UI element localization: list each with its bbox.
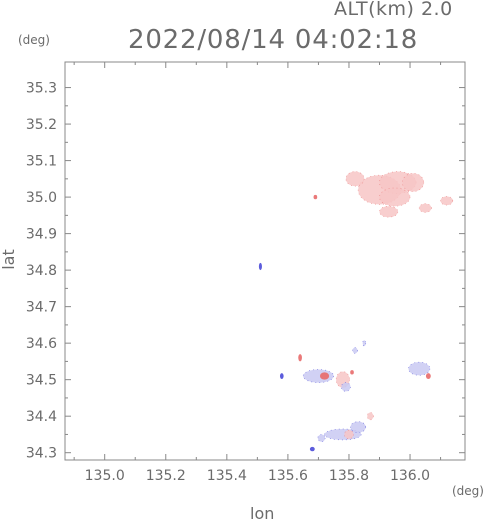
echo-cell-negative — [279, 373, 284, 379]
echo-cell-negative — [309, 446, 315, 452]
echo-edge-negative — [341, 382, 351, 392]
y-tick-label: 34.7 — [26, 300, 57, 316]
x-tick-label: 135.6 — [268, 468, 308, 484]
echo-edge-positive — [345, 171, 365, 187]
echo-cell-positive — [402, 173, 424, 192]
echo-cell-negative — [350, 421, 366, 433]
echo-cell-positive — [367, 412, 374, 420]
echo-edge-positive — [379, 205, 399, 218]
echo-cell-positive — [440, 196, 453, 206]
y-tick-label: 34.4 — [26, 409, 57, 425]
y-tick-label: 34.6 — [26, 336, 57, 352]
echo-cell-negative — [352, 347, 358, 354]
x-tick-label: 135.4 — [207, 468, 247, 484]
echo-edge-positive — [344, 429, 354, 440]
echo-edge-positive — [418, 203, 432, 213]
echo-cell-positive — [344, 430, 354, 439]
tick-layer: 135.0 135.2 135.4 135.6 135.8 136.0 34.3 34.4 34… — [26, 62, 465, 484]
echo-cell-positive — [350, 370, 354, 375]
y-tick-label: 34.8 — [26, 263, 57, 279]
echo-cell-positive — [319, 372, 330, 380]
y-tick-label: 35.2 — [26, 117, 57, 133]
echo-edge-negative — [408, 361, 431, 376]
echo-cell-positive — [379, 187, 411, 207]
timestamp-title: 2022/08/14 04:02:18 — [128, 25, 419, 55]
echo-edge-negative — [362, 339, 367, 347]
echo-edge-negative — [302, 369, 335, 383]
echo-cell-positive — [425, 373, 431, 379]
plot-frame — [64, 61, 466, 461]
echo-cell-negative — [258, 262, 262, 271]
echo-cell-negative — [317, 434, 326, 442]
echo-cell-positive — [419, 203, 432, 213]
echo-edge-positive — [335, 371, 350, 389]
x-tick-label: 135.0 — [85, 468, 125, 484]
y-tick-label: 34.9 — [26, 227, 57, 243]
y-tick-label: 35.3 — [26, 81, 57, 97]
echo-cell-positive — [298, 354, 302, 362]
y-tick-label: 34.3 — [26, 446, 57, 462]
lat-unit-label: (deg) — [18, 33, 50, 47]
lon-unit-label: (deg) — [452, 484, 484, 498]
echo-edge-positive — [379, 187, 411, 207]
echo-edge-positive — [440, 196, 454, 206]
echo-edge-negative — [350, 421, 367, 433]
altitude-label: ALT(km) 2.0 — [334, 0, 453, 20]
x-axis-label: lon — [250, 504, 275, 523]
echo-cell-negative — [408, 362, 430, 376]
echo-cell-negative — [362, 340, 366, 347]
echo-edge-negative — [324, 428, 362, 441]
echo-layer — [258, 171, 454, 452]
echo-cell-positive — [313, 194, 318, 200]
echo-edge-negative — [352, 347, 358, 354]
echo-edge-negative — [317, 434, 326, 443]
x-tick-label: 136.0 — [390, 468, 430, 484]
echo-cell-negative — [341, 382, 351, 392]
y-tick-label: 35.0 — [26, 190, 57, 206]
echo-cell-positive — [379, 206, 398, 218]
echo-edge-positive — [366, 412, 374, 421]
y-tick-label: 34.5 — [26, 373, 57, 389]
echo-edge-positive — [402, 173, 425, 192]
echo-cell-positive — [345, 171, 365, 187]
y-tick-label: 35.1 — [26, 154, 57, 170]
x-tick-label: 135.8 — [329, 468, 369, 484]
x-tick-label: 135.2 — [146, 468, 186, 484]
